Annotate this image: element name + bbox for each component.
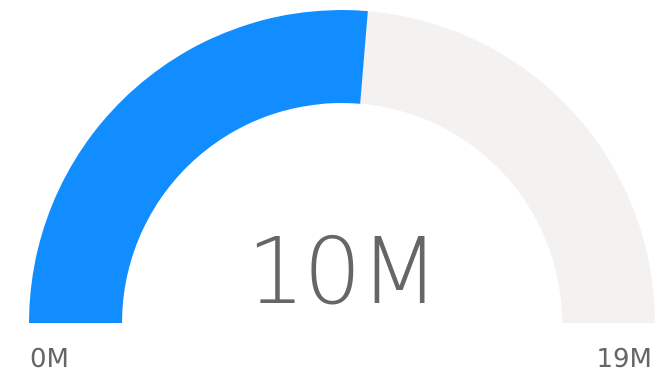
gauge-value-label: 10M bbox=[247, 218, 437, 325]
gauge-min-label: 0M bbox=[30, 344, 69, 374]
gauge-fill-arc[interactable] bbox=[29, 10, 368, 324]
gauge-max-label: 19M bbox=[596, 344, 652, 374]
